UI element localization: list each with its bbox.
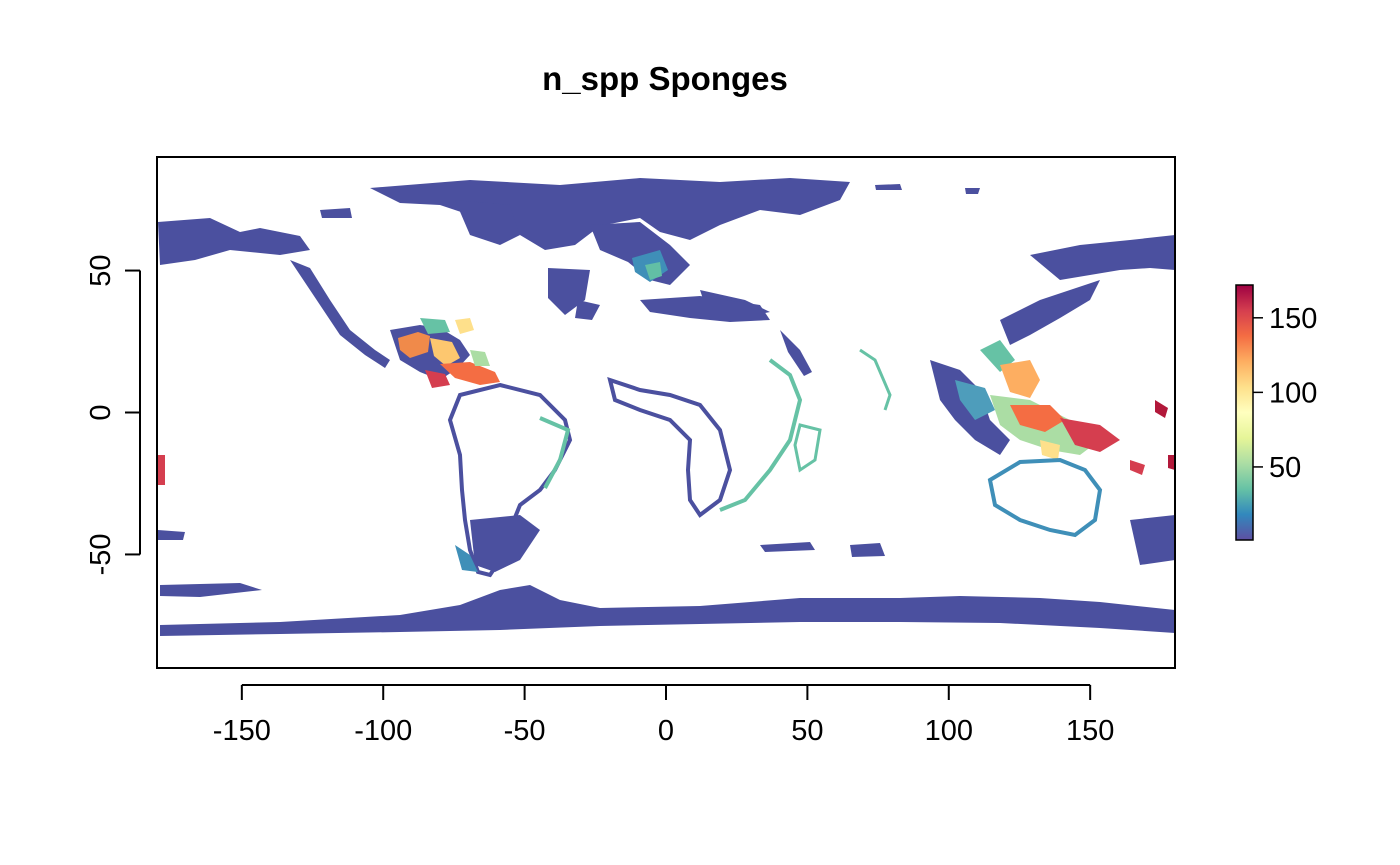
x-tick-label: -50	[504, 715, 546, 747]
x-tick-label: -100	[354, 715, 412, 747]
legend-tick-label: 50	[1269, 452, 1301, 484]
x-axis: -150 -100 -50 0 50 100 150	[213, 684, 1114, 747]
x-tick-label: -150	[213, 715, 271, 747]
species-raster	[158, 178, 1175, 636]
legend-tick-label: 100	[1269, 377, 1317, 409]
y-tick-label: -50	[85, 533, 117, 575]
x-tick-label: 100	[925, 715, 973, 747]
color-legend: 150 100 50	[1235, 284, 1317, 541]
legend-color-bar	[1235, 284, 1254, 541]
legend-tick-label: 150	[1269, 303, 1317, 335]
y-axis: 50 0 -50	[85, 254, 141, 575]
plot-frame	[156, 156, 1176, 669]
y-tick-label: 50	[85, 254, 117, 286]
x-tick-label: 50	[791, 715, 823, 747]
y-tick-label: 0	[85, 404, 117, 420]
x-tick-label: 0	[658, 715, 674, 747]
plot-title: n_spp Sponges	[542, 60, 788, 97]
x-tick-label: 150	[1066, 715, 1114, 747]
